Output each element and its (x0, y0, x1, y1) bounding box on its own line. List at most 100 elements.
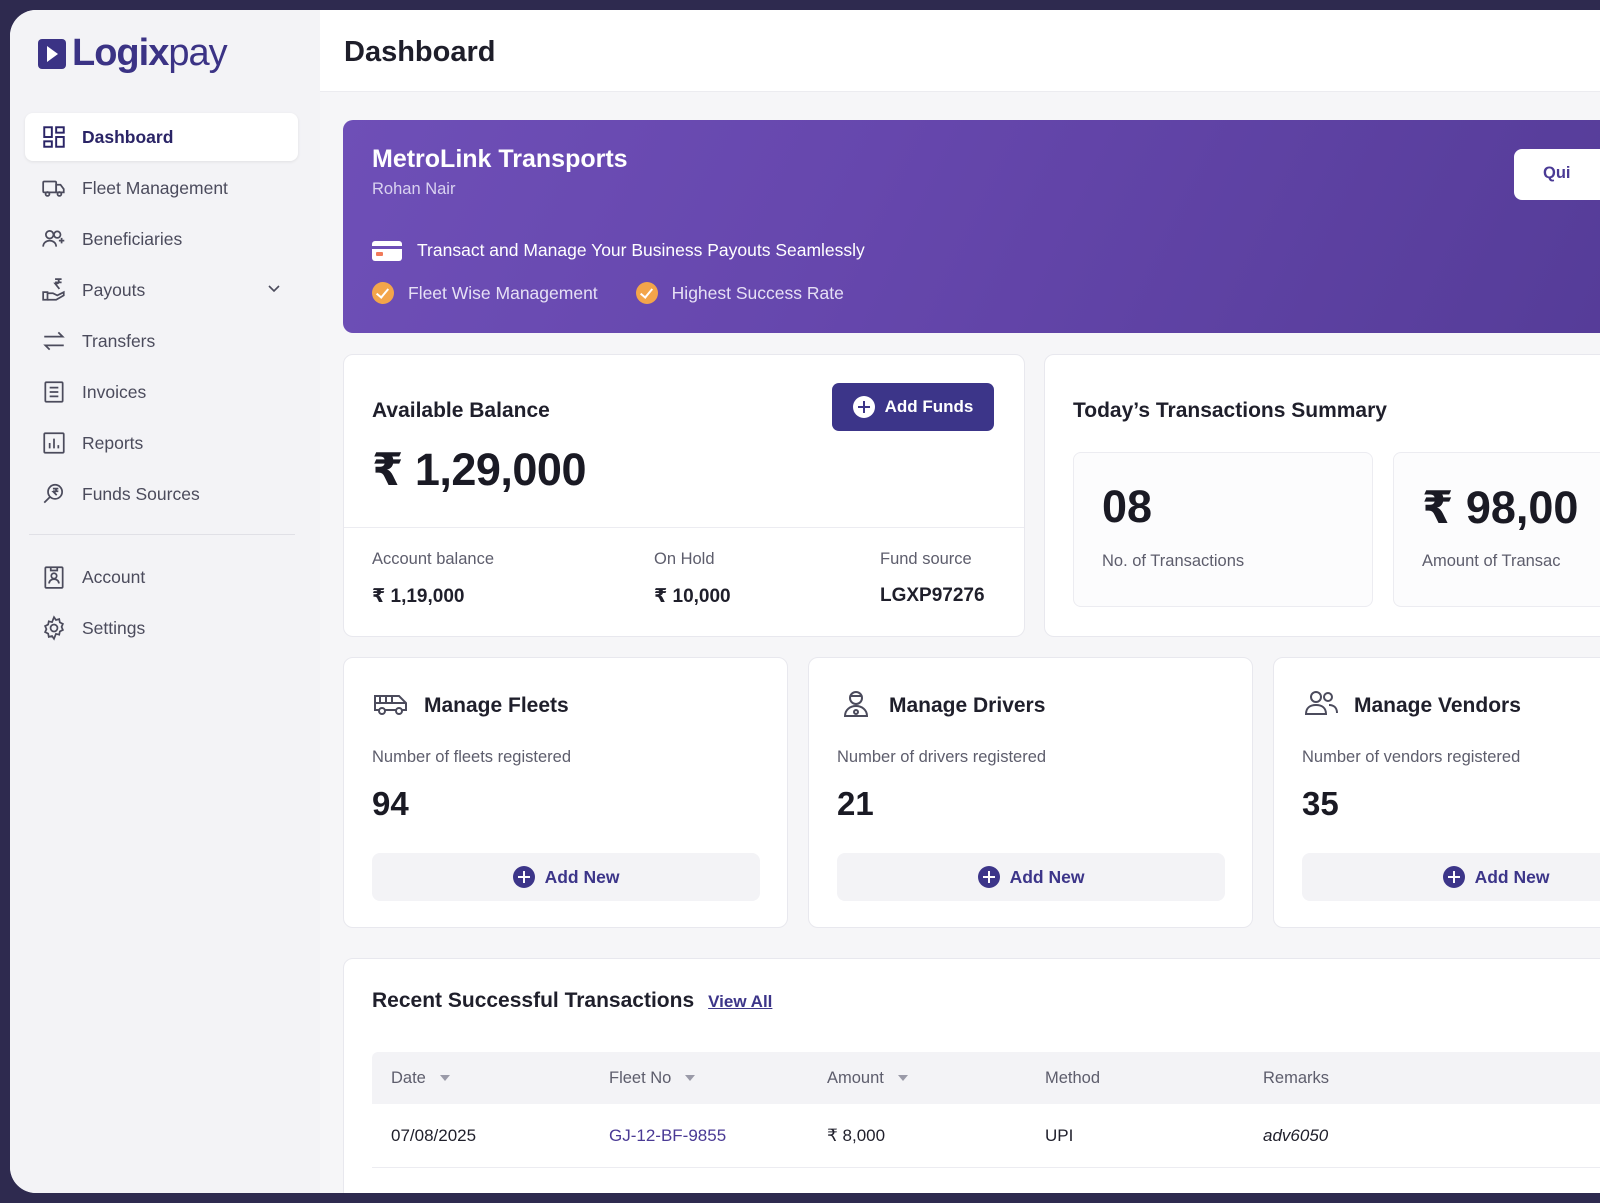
add-driver-button[interactable]: Add New (837, 853, 1225, 901)
sidebar: Logixpay Dashboard Fleet Management Bene… (10, 10, 320, 1193)
column-label: Method (1045, 1068, 1101, 1087)
add-funds-button[interactable]: Add Funds (832, 383, 994, 431)
rupee-hand-icon (40, 276, 68, 304)
logo[interactable]: Logixpay (38, 32, 228, 75)
on-hold-value: ₹ 10,000 (654, 586, 731, 607)
sidebar-item-label: Account (82, 566, 146, 587)
sidebar-item-fleet-management[interactable]: Fleet Management (25, 164, 298, 212)
sidebar-item-settings[interactable]: Settings (25, 604, 298, 652)
transaction-amount: ₹ 98,00 (1422, 482, 1579, 533)
sidebar-item-transfers[interactable]: Transfers (25, 317, 298, 365)
sidebar-item-label: Payouts (82, 279, 146, 300)
transactions-table: Date Fleet No Amount Method Remarks 07/0… (372, 1052, 1600, 1168)
recent-title: Recent Successful Transactions (372, 989, 695, 1012)
dashboard-content: MetroLink Transports Rohan Nair Transact… (320, 92, 1600, 1193)
sidebar-item-reports[interactable]: Reports (25, 419, 298, 467)
column-label: Date (391, 1068, 426, 1087)
feature-label: Highest Success Rate (671, 282, 844, 303)
balance-title: Available Balance (372, 399, 550, 422)
column-date[interactable]: Date (372, 1069, 590, 1088)
check-circle-icon (635, 282, 658, 304)
logo-text: Logixpay (72, 32, 228, 74)
summary-title: Today’s Transactions Summary (1073, 399, 1387, 422)
add-new-label: Add New (544, 866, 620, 887)
sidebar-item-beneficiaries[interactable]: Beneficiaries (25, 215, 298, 263)
card-header: Manage Vendors (1302, 688, 1521, 724)
add-funds-label: Add Funds (884, 397, 974, 416)
plus-circle-icon (1442, 866, 1465, 888)
add-vendor-button[interactable]: Add New (1302, 853, 1600, 901)
transactions-summary-card: Today’s Transactions Summary 08 No. of T… (1044, 354, 1600, 637)
tagline-text: Transact and Manage Your Business Payout… (417, 240, 865, 260)
card-title: Manage Vendors (1354, 694, 1521, 717)
fund-source-label: Fund source (880, 550, 972, 568)
main-area: Dashboard MetroLink Transports Rohan Nai… (320, 10, 1600, 1193)
transaction-amount-box: ₹ 98,00 Amount of Transac (1393, 452, 1600, 607)
quick-action-button[interactable]: Qui (1514, 149, 1600, 200)
transaction-count-label: No. of Transactions (1102, 552, 1245, 570)
feature-label: Fleet Wise Management (408, 282, 598, 303)
table-row[interactable]: 07/08/2025 GJ-12-BF-9855 ₹ 8,000 UPI adv… (372, 1104, 1600, 1168)
sidebar-item-label: Reports (82, 432, 144, 453)
users-plus-icon (40, 225, 68, 253)
manage-fleets-card: Manage Fleets Number of fleets registere… (343, 657, 788, 928)
manage-drivers-card: Manage Drivers Number of drivers registe… (808, 657, 1253, 928)
sidebar-item-label: Fleet Management (82, 177, 228, 198)
sidebar-item-invoices[interactable]: Invoices (25, 368, 298, 416)
driver-icon (837, 688, 875, 724)
card-header: Manage Drivers (837, 688, 1045, 724)
logo-icon (38, 38, 66, 69)
card-header: Manage Fleets (372, 688, 569, 724)
sort-caret-icon (897, 1075, 908, 1081)
sidebar-item-payouts[interactable]: Payouts (25, 266, 298, 314)
cell-fleet-no[interactable]: GJ-12-BF-9855 (609, 1125, 727, 1145)
balance-breakdown: Account balance ₹ 1,19,000 On Hold ₹ 10,… (344, 528, 1024, 636)
sidebar-item-dashboard[interactable]: Dashboard (25, 113, 298, 161)
column-method: Method (1026, 1069, 1244, 1088)
company-name: MetroLink Transports (372, 145, 628, 173)
cell-amount: ₹ 8,000 (827, 1125, 886, 1145)
chevron-down-icon[interactable] (266, 280, 282, 301)
sidebar-item-label: Dashboard (82, 126, 174, 147)
manage-vendors-card: Manage Vendors Number of vendors registe… (1273, 657, 1600, 928)
sidebar-item-label: Settings (82, 617, 146, 638)
driver-count: 21 (837, 785, 874, 822)
sort-caret-icon (439, 1075, 450, 1081)
sidebar-item-label: Funds Sources (82, 483, 200, 504)
view-all-link[interactable]: View All (708, 992, 773, 1011)
topbar: Dashboard (320, 10, 1600, 92)
on-hold-label: On Hold (654, 550, 715, 568)
transaction-count: 08 (1102, 481, 1153, 532)
column-remarks: Remarks (1244, 1069, 1462, 1088)
app-window: Logixpay Dashboard Fleet Management Bene… (10, 10, 1600, 1193)
feature-item: Fleet Wise Management (372, 282, 598, 304)
rupee-search-icon (40, 480, 68, 508)
available-balance-card: Available Balance ₹ 1,29,000 Add Funds A… (343, 354, 1025, 637)
van-icon (372, 688, 410, 724)
banner-features: Fleet Wise Management Highest Success Ra… (372, 282, 844, 304)
card-title: Manage Fleets (424, 694, 569, 717)
fund-source: Fund source LGXP97276 (880, 550, 985, 607)
welcome-banner: MetroLink Transports Rohan Nair Transact… (343, 120, 1600, 333)
recent-header: Recent Successful Transactions View All (372, 989, 772, 1013)
sidebar-item-account[interactable]: Account (25, 553, 298, 601)
dashboard-grid-icon (40, 123, 68, 151)
transaction-count-box: 08 No. of Transactions (1073, 452, 1373, 607)
vendors-icon (1302, 688, 1340, 724)
sidebar-item-label: Transfers (82, 330, 156, 351)
column-fleet-no[interactable]: Fleet No (590, 1069, 808, 1088)
user-name: Rohan Nair (372, 180, 456, 198)
balance-amount: ₹ 1,29,000 (372, 444, 586, 495)
page-title: Dashboard (344, 36, 496, 68)
fleet-count: 94 (372, 785, 409, 822)
column-amount[interactable]: Amount (808, 1069, 1026, 1088)
sidebar-item-label: Beneficiaries (82, 228, 183, 249)
add-fleet-button[interactable]: Add New (372, 853, 760, 901)
credit-card-icon (372, 240, 402, 261)
column-label: Amount (827, 1068, 884, 1087)
vendor-count: 35 (1302, 785, 1339, 822)
truck-icon (40, 174, 68, 202)
sidebar-item-funds-sources[interactable]: Funds Sources (25, 470, 298, 518)
id-badge-icon (40, 563, 68, 591)
cell-remarks: adv6050 (1263, 1125, 1329, 1145)
